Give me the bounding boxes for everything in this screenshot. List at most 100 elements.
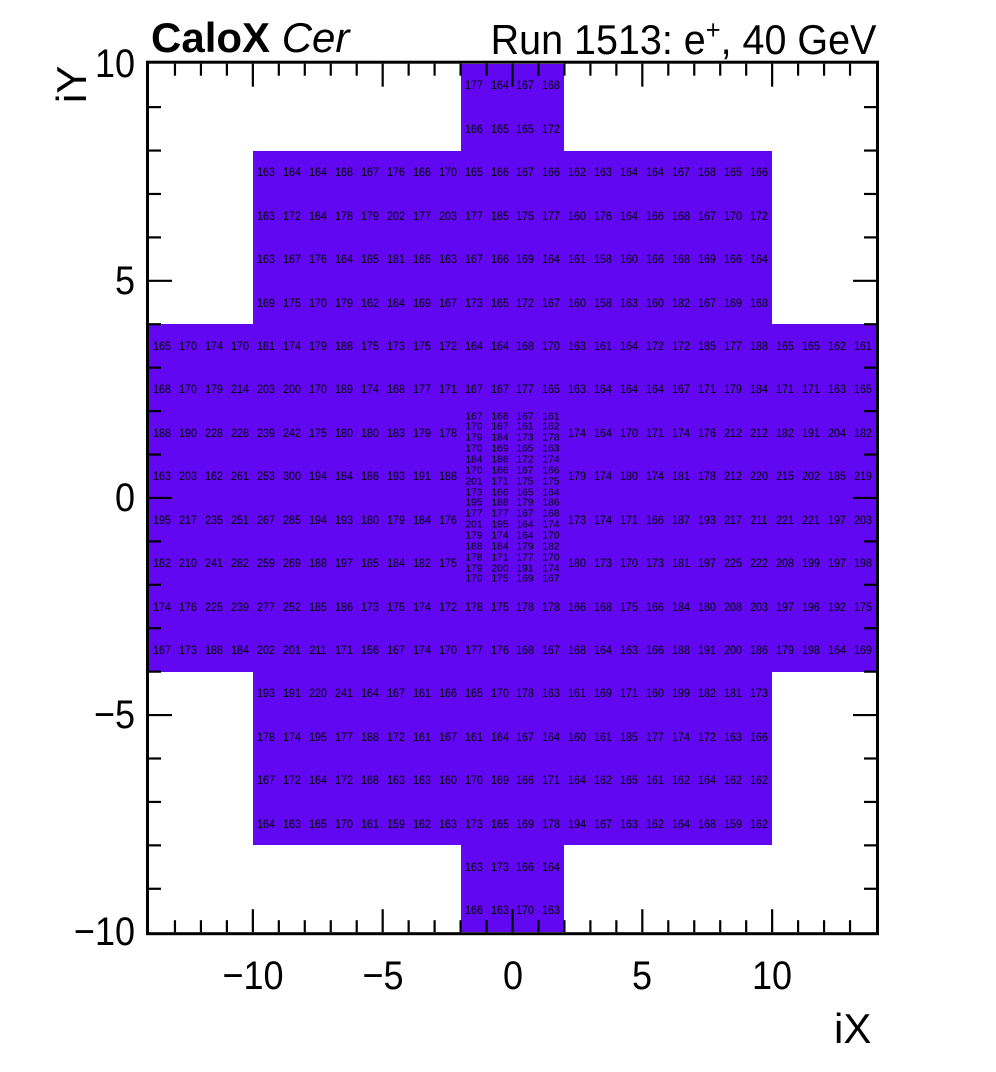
bin-value: 203 — [179, 469, 197, 484]
bin-value: 202 — [386, 208, 405, 223]
bin-value: 167 — [464, 252, 483, 267]
run-info-superscript: + — [705, 15, 721, 45]
bin-value: 165 — [464, 165, 483, 180]
bin-value: 167 — [672, 382, 691, 397]
bin-value: 156 — [360, 642, 379, 657]
bin-value: 172 — [334, 773, 353, 788]
bin-value: 161 — [594, 729, 613, 744]
bin-value: 167 — [256, 773, 275, 788]
bin-value: 171 — [646, 425, 665, 440]
bin-value: 179 — [516, 541, 534, 553]
bin-value: 225 — [205, 599, 223, 614]
bin-value: 167 — [282, 252, 301, 267]
bin-value: 171 — [776, 382, 795, 397]
bin-value: 164 — [308, 773, 327, 788]
bin-value: 165 — [802, 338, 820, 353]
bin-value: 169 — [516, 816, 535, 831]
bin-value: 170 — [542, 552, 560, 564]
bin-value: 171 — [491, 552, 509, 564]
bin-value: 159 — [386, 816, 405, 831]
bin-value: 160 — [568, 208, 587, 223]
bin-value: 174 — [153, 599, 171, 614]
bin-value: 167 — [153, 642, 171, 657]
bin-value: 165 — [724, 165, 743, 180]
bin-value: 219 — [854, 469, 872, 484]
bin-value: 190 — [179, 425, 197, 440]
bin-value: 164 — [360, 686, 379, 701]
bin-value: 202 — [802, 469, 820, 484]
bin-value: 175 — [516, 208, 535, 223]
bin-value: 172 — [542, 121, 561, 136]
bin-value: 180 — [334, 425, 353, 440]
bin-value: 165 — [490, 816, 509, 831]
bin-value: 169 — [594, 686, 613, 701]
bin-value: 193 — [334, 512, 353, 527]
bin-value: 166 — [516, 773, 535, 788]
bin-value: 176 — [386, 165, 405, 180]
bin-value: 163 — [282, 816, 301, 831]
bin-value: 164 — [620, 208, 639, 223]
bin-value: 165 — [516, 487, 534, 499]
bin-value: 167 — [698, 208, 717, 223]
bin-value: 203 — [438, 208, 457, 223]
bin-value: 173 — [594, 556, 613, 571]
bin-value: 174 — [646, 469, 665, 484]
bin-value: 164 — [542, 860, 561, 875]
bin-value: 166 — [464, 903, 483, 918]
bin-value: 173 — [646, 556, 665, 571]
bin-value: 188 — [334, 338, 353, 353]
bin-value: 177 — [464, 642, 483, 657]
bin-value: 186 — [334, 599, 353, 614]
bin-value: 163 — [438, 816, 457, 831]
bin-value: 165 — [620, 773, 639, 788]
bin-value: 178 — [334, 208, 353, 223]
bin-value: 161 — [412, 686, 431, 701]
bin-value: 174 — [672, 425, 691, 440]
bin-value: 251 — [230, 512, 249, 527]
bin-value: 188 — [491, 497, 509, 509]
bin-value: 186 — [360, 469, 379, 484]
bin-value: 161 — [360, 816, 379, 831]
bin-value: 182 — [776, 425, 795, 440]
bin-value: 212 — [750, 425, 769, 440]
bin-value: 163 — [256, 252, 275, 267]
bin-value: 167 — [594, 816, 613, 831]
bin-value: 168 — [360, 773, 379, 788]
bin-value: 174 — [282, 338, 301, 353]
bin-value: 163 — [594, 165, 613, 180]
plot-title-channel: Cer — [281, 14, 350, 61]
bin-value: 170 — [179, 382, 197, 397]
bin-value: 158 — [594, 295, 613, 310]
bin-value: 166 — [491, 487, 509, 499]
bin-value: 173 — [516, 432, 534, 444]
bin-value: 239 — [256, 425, 275, 440]
bin-value: 170 — [464, 773, 483, 788]
bin-value: 170 — [465, 465, 483, 477]
bin-value: 175 — [491, 573, 509, 585]
bin-value: 167 — [516, 78, 535, 93]
bin-value: 212 — [724, 469, 743, 484]
bin-value: 195 — [153, 512, 171, 527]
bin-value: 176 — [698, 425, 717, 440]
bin-value: 164 — [568, 773, 587, 788]
bin-value: 172 — [438, 338, 457, 353]
bin-value: 163 — [256, 165, 275, 180]
bin-value: 201 — [465, 476, 483, 488]
bin-value: 167 — [516, 508, 534, 520]
bin-value: 212 — [724, 425, 743, 440]
bin-value: 252 — [282, 599, 301, 614]
bin-value: 163 — [256, 208, 275, 223]
bin-value: 178 — [542, 432, 560, 444]
bin-value: 164 — [594, 642, 613, 657]
bin-value: 164 — [594, 382, 613, 397]
bin-value: 166 — [490, 252, 509, 267]
bin-value: 261 — [230, 469, 249, 484]
bin-value: 168 — [542, 78, 561, 93]
bin-value: 169 — [256, 295, 275, 310]
bin-value: 166 — [464, 121, 483, 136]
bin-value: 163 — [620, 642, 639, 657]
bin-value: 197 — [776, 599, 795, 614]
bin-value: 161 — [412, 729, 431, 744]
bin-value: 175 — [490, 599, 509, 614]
bin-value: 162 — [412, 816, 431, 831]
